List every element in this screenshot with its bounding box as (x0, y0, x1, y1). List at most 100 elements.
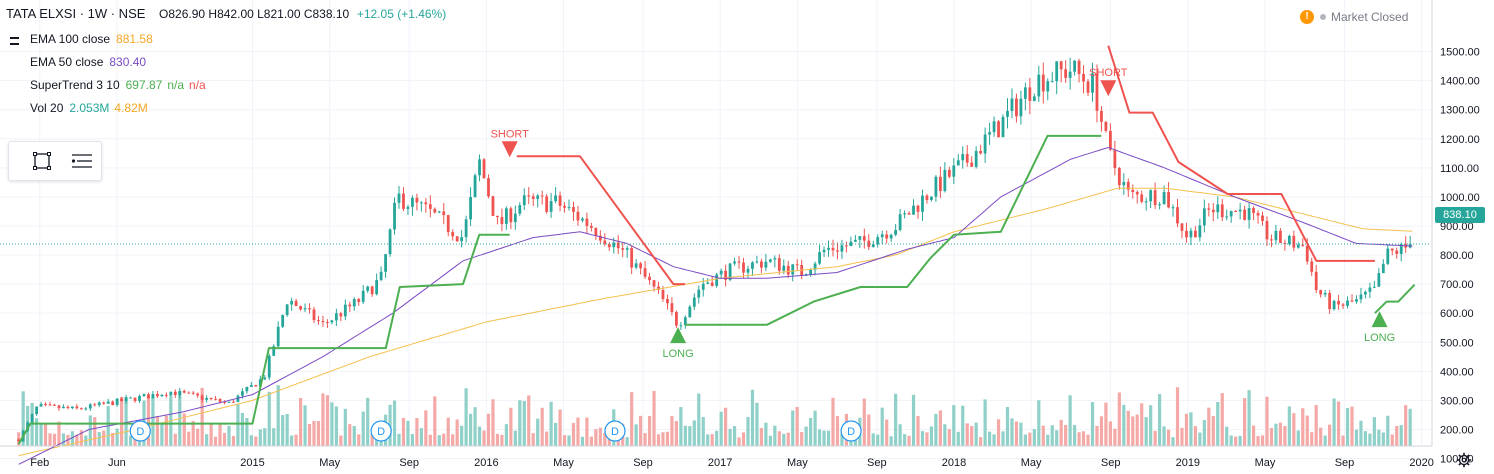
volume-bar (298, 397, 303, 446)
x-tick-label: May (319, 457, 340, 469)
x-tick-label: Jun (108, 457, 126, 469)
candle-body (1037, 74, 1041, 97)
candle-body (1377, 273, 1381, 287)
candle-body (263, 377, 267, 380)
symbol-title[interactable]: TATA ELXSI · 1W · NSE (6, 6, 146, 21)
volume-bar (768, 435, 772, 446)
volume-bar (120, 397, 124, 446)
candle-body (643, 268, 647, 277)
candle-body (169, 391, 173, 396)
volume-bar (522, 401, 526, 446)
candle-body (795, 264, 799, 266)
candle-body (724, 270, 728, 280)
volume-bar (410, 434, 415, 446)
candle-body (616, 242, 620, 249)
volume-bar (1332, 398, 1336, 446)
y-tick-label: 900.00 (1440, 221, 1474, 233)
volume-bar (173, 433, 177, 446)
collapse-icon[interactable] (8, 33, 22, 47)
market-status[interactable]: ! Market Closed (1300, 10, 1408, 24)
volume-bar (1068, 395, 1072, 446)
volume-bar (294, 434, 298, 446)
list-settings-icon[interactable] (69, 150, 95, 172)
candle-body (160, 394, 164, 397)
candle-body (223, 401, 226, 403)
price-axis[interactable]: 100.00200.00300.00400.00500.00600.00700.… (1431, 0, 1480, 466)
candle-body (254, 385, 258, 387)
volume-bar (965, 423, 969, 446)
volume-bar (397, 433, 401, 446)
candle-body (921, 195, 924, 212)
gear-icon[interactable] (1456, 452, 1472, 468)
candle-body (17, 439, 21, 442)
volume-bar (764, 422, 768, 446)
legend-supertrend[interactable]: SuperTrend 3 10 697.87 n/a n/a (8, 74, 206, 97)
candle-body (178, 390, 182, 396)
rectangle-tool-icon[interactable] (31, 150, 53, 172)
volume-bar (1059, 419, 1063, 446)
volume-bar (943, 424, 947, 446)
candle-body (1185, 230, 1188, 238)
candle-body (657, 286, 660, 290)
volume-bar (634, 424, 638, 446)
candle-body (607, 243, 611, 248)
volume-bar (871, 433, 875, 446)
volume-bar (433, 396, 437, 446)
candle-body (44, 404, 47, 406)
y-tick-label: 1200.00 (1440, 134, 1480, 146)
volume-bar (111, 433, 115, 446)
volume-bar (61, 433, 66, 446)
candle-body (733, 261, 736, 264)
volume-bar (370, 433, 374, 446)
candle-body (339, 313, 343, 317)
y-tick-label: 800.00 (1440, 250, 1474, 262)
volume-bar (473, 407, 477, 446)
candle-body (549, 201, 553, 212)
volume-bar (902, 434, 907, 446)
candle-body (912, 205, 915, 215)
volume-bar (540, 407, 544, 446)
volume-bar (992, 434, 996, 446)
legend-ema50[interactable]: EMA 50 close 830.40 (8, 51, 206, 74)
warning-icon[interactable]: ! (1300, 10, 1314, 24)
candle-body (536, 195, 540, 199)
volume-bar (70, 431, 74, 446)
candle-body (1131, 189, 1135, 192)
volume-bar (1081, 431, 1086, 446)
volume-bar (527, 395, 531, 446)
candle-body (1100, 110, 1103, 122)
candle-body (809, 269, 813, 275)
candle-body (509, 208, 513, 223)
volume-bar (200, 387, 204, 446)
volume-bar (549, 401, 553, 446)
volume-bar (1274, 423, 1278, 446)
volume-bar (267, 391, 271, 446)
y-tick-label: 200.00 (1440, 424, 1474, 436)
candle-body (639, 263, 643, 269)
volume-bar (1113, 428, 1117, 446)
candle-body (706, 282, 710, 284)
candle-body (1319, 289, 1323, 295)
y-tick-label: 500.00 (1440, 337, 1474, 349)
volume-bar (737, 437, 741, 446)
volume-bar (343, 408, 347, 446)
candle-body (581, 218, 584, 221)
y-tick-label: 300.00 (1440, 395, 1474, 407)
candle-body (661, 289, 665, 299)
x-tick-label: Sep (633, 457, 653, 469)
candle-body (66, 406, 70, 409)
legend-volume[interactable]: Vol 20 2.053M 4.82M (8, 97, 206, 120)
candle-body (1368, 287, 1372, 292)
y-tick-label: 1500.00 (1440, 47, 1480, 59)
candle-body (1028, 87, 1032, 101)
candle-body (889, 234, 893, 239)
candle-body (540, 195, 544, 197)
volume-bar (1108, 421, 1112, 446)
candle-body (496, 215, 499, 218)
time-axis[interactable]: Feb Jun 2015 May Sep 2016 May Sep 2017 May Sep 2018… (0, 445, 1434, 469)
candle-body (133, 397, 137, 401)
legend-ema100[interactable]: EMA 100 close 881.58 (8, 28, 206, 51)
volume-bar (1095, 425, 1099, 446)
candle-body (1279, 230, 1282, 243)
